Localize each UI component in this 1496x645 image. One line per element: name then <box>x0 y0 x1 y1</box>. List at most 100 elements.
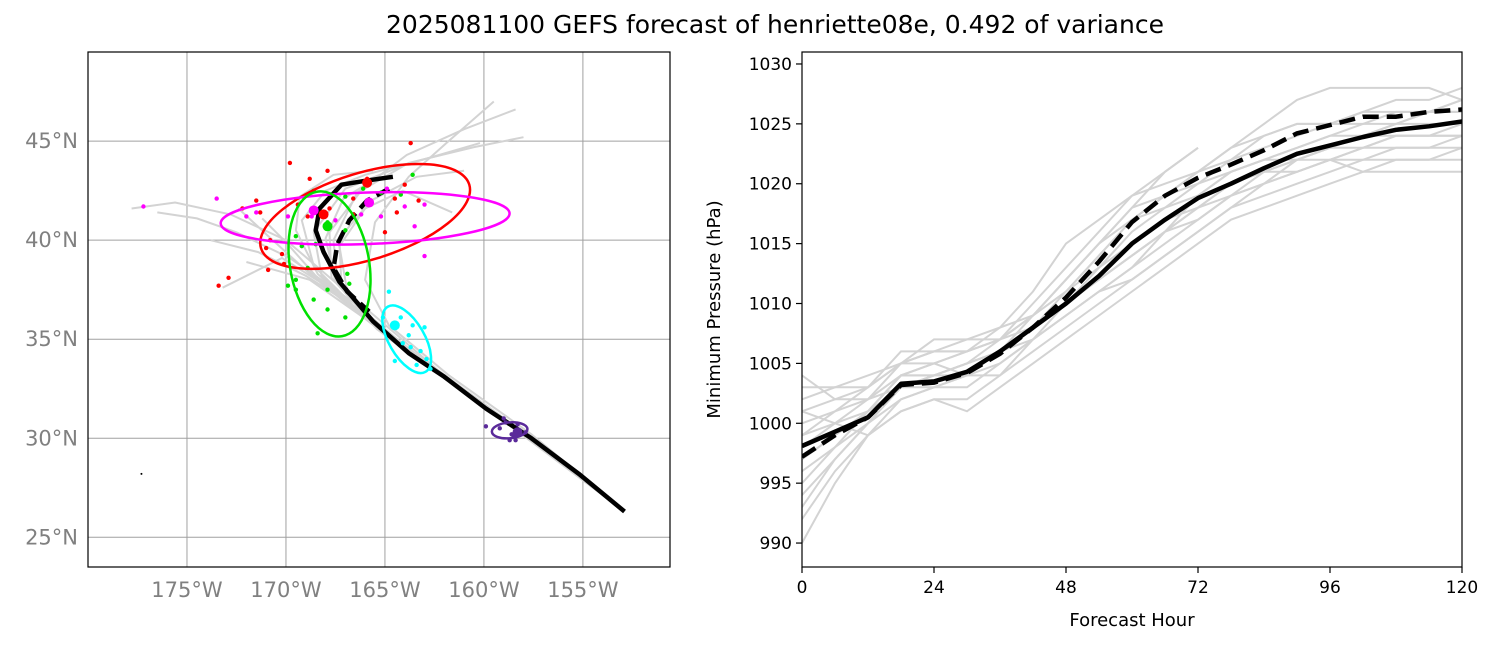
uncertainty-ellipse <box>381 304 433 375</box>
ensemble-pressure-line <box>802 158 1462 508</box>
figure-title: 2025081100 GEFS forecast of henriette08e… <box>386 10 1164 39</box>
ensemble-position-point <box>497 426 502 431</box>
ensemble-position-point <box>418 348 423 354</box>
uncertainty-ellipse <box>287 190 372 338</box>
ensemble-position-point <box>347 281 352 286</box>
ensemble-track <box>222 256 626 513</box>
ensemble-position-point <box>343 228 348 233</box>
pressure-y-tick-label: 1005 <box>749 354 792 374</box>
pressure-y-tick-label: 1015 <box>749 235 792 255</box>
ensemble-position-point <box>384 186 390 191</box>
ensemble-position-point <box>325 287 330 292</box>
pressure-x-tick-label: 48 <box>1055 578 1077 598</box>
pressure-x-tick-label: 24 <box>923 578 945 598</box>
ensemble-position-point <box>345 271 350 277</box>
ensemble-pressure-line <box>802 110 1462 389</box>
ensemble-position-point <box>311 297 316 302</box>
map-x-tick-label: 170°W <box>250 578 322 602</box>
ensemble-position-point <box>422 253 427 259</box>
map-y-tick-label: 35°N <box>25 327 78 351</box>
ensemble-track <box>246 261 626 513</box>
ensemble-position-point <box>408 344 413 350</box>
mean-position-marker <box>322 221 333 232</box>
mean-pressure-dashed <box>802 107 1462 459</box>
map-x-tick-label: 155°W <box>547 578 619 602</box>
ensemble-position-point <box>410 172 415 178</box>
ensemble-position-point <box>285 214 291 219</box>
ensemble-pressure-line <box>802 146 1462 401</box>
ensemble-position-point <box>398 192 403 197</box>
ensemble-position-point <box>254 210 259 215</box>
pressure-panel: 0 24 48 72 96 120 990 995 1000 1005 1010 1015 1020 10… <box>704 51 1478 631</box>
pressure-y-axis-label: Minimum Pressure (hPa) <box>704 200 725 418</box>
ensemble-position-point <box>315 331 320 336</box>
ensemble-position-point <box>398 315 403 320</box>
ensemble-position-point <box>325 168 330 174</box>
mean-position-marker <box>318 209 329 220</box>
pressure-x-tick-label: 0 <box>797 578 808 598</box>
ensemble-position-point <box>343 315 348 320</box>
ensemble-position-point <box>141 204 146 209</box>
map-y-tick-label: 45°N <box>25 129 78 153</box>
ensemble-position-point <box>279 251 285 257</box>
uncertainty-ellipse <box>490 421 529 440</box>
ensemble-position-point <box>424 356 429 362</box>
ensemble-position-point <box>483 424 489 429</box>
ensemble-position-point <box>416 198 421 203</box>
pressure-plot-area <box>802 86 1462 544</box>
ensemble-track <box>338 169 626 513</box>
mean-position-marker <box>389 320 400 331</box>
ensemble-track <box>210 239 626 513</box>
ensemble-position-point <box>293 277 299 282</box>
pressure-x-axis-label: Forecast Hour <box>1069 610 1195 631</box>
ensemble-position-point <box>406 333 411 338</box>
ensemble-position-point <box>402 182 407 187</box>
track-map-panel: 175°W 170°W 165°W 160°W 155°W 25°N 30°N 35°N 40°… <box>25 51 671 602</box>
ensemble-track <box>131 201 626 513</box>
mean-position-marker <box>362 177 373 188</box>
pressure-y-tick-label: 990 <box>760 534 792 554</box>
ensemble-track <box>364 100 626 513</box>
ensemble-position-point <box>501 416 506 421</box>
ensemble-position-point <box>410 323 415 328</box>
pressure-y-tick-label: 1020 <box>749 175 792 195</box>
ensemble-pressure-line <box>802 158 1462 473</box>
ensemble-position-point <box>307 176 312 181</box>
mean-pressure-solid <box>802 119 1462 449</box>
pressure-y-tick-label: 1030 <box>749 55 792 75</box>
map-x-tick-label: 175°W <box>151 578 223 602</box>
ensemble-position-point <box>378 214 384 219</box>
ensemble-position-point <box>422 325 427 330</box>
ensemble-track <box>157 211 626 513</box>
mean-track-solid <box>313 174 626 514</box>
ensemble-position-point <box>394 210 400 215</box>
pressure-y-tick-label: 1010 <box>749 295 792 315</box>
ensemble-position-point <box>258 210 263 215</box>
map-x-tick-label: 165°W <box>349 578 421 602</box>
ensemble-position-point <box>386 289 392 294</box>
ensemble-position-point <box>263 245 269 251</box>
ensemble-position-point <box>422 202 427 207</box>
map-x-tick-label: 160°W <box>448 578 520 602</box>
ensemble-position-point <box>408 140 413 146</box>
ensemble-position-point <box>382 230 388 235</box>
ensemble-track <box>324 177 626 513</box>
ensemble-position-point <box>287 160 293 166</box>
pressure-y-tick-label: 1025 <box>749 115 792 135</box>
pressure-x-tick-label: 72 <box>1187 578 1209 598</box>
ensemble-position-point <box>351 196 356 201</box>
ensemble-pressure-line <box>802 134 1462 437</box>
pressure-y-tick-label: 1000 <box>749 414 792 434</box>
ensemble-position-point <box>392 358 398 364</box>
pressure-y-tick-label: 995 <box>760 474 792 494</box>
ensemble-pressure-line <box>802 122 1462 413</box>
ensemble-position-point <box>343 194 348 199</box>
ensemble-pressure-line <box>802 98 1462 520</box>
mean-position-marker <box>512 427 523 438</box>
ensemble-pressure-line <box>802 146 1462 437</box>
ensemble-pressure-line <box>802 86 1462 461</box>
ensemble-position-point <box>392 196 398 201</box>
ensemble-position-point <box>293 234 299 239</box>
map-frame <box>87 51 671 568</box>
ensemble-position-point <box>412 224 417 229</box>
